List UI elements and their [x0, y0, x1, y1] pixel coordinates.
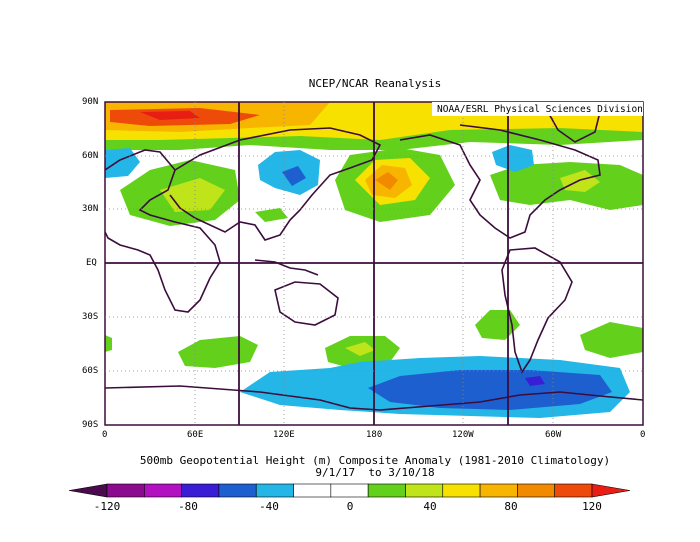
colorbar-swatch — [405, 483, 444, 498]
outline-north-america — [399, 124, 601, 239]
anomaly-positive-atlantic-inner — [560, 170, 600, 192]
colorbar-swatch — [293, 483, 332, 498]
colorbar-swatch — [554, 483, 593, 498]
colorbar-swatch — [144, 483, 182, 498]
colorbar — [68, 483, 631, 498]
colorbar-swatch — [255, 483, 294, 498]
anomaly-negative-southern-ocean-core — [368, 370, 612, 410]
anomaly-negative-canada — [492, 145, 534, 172]
colorbar-swatch — [442, 483, 481, 498]
anomaly-positive-south-west-edge — [105, 335, 112, 352]
outline-antarctica — [105, 385, 643, 411]
anomaly-positive-arctic-core — [140, 111, 200, 120]
anomaly-negative-southern-ocean-deep — [525, 376, 545, 386]
colorbar-label: -80 — [178, 500, 198, 513]
x-tick-0-left: 0 — [102, 430, 108, 440]
grid-dotted — [105, 102, 643, 425]
map-title: NCEP/NCAR Reanalysis — [308, 77, 442, 90]
colorbar-swatch — [517, 483, 555, 498]
anomaly-negative-siberia-core — [282, 166, 306, 186]
colorbar-swatch — [479, 483, 518, 498]
x-tick-60w: 60W — [545, 430, 562, 440]
anomaly-positive-eurasia-east — [255, 208, 288, 222]
colorbar-swatch — [106, 483, 145, 498]
y-tick-30s: 30S — [82, 312, 99, 322]
colorbar-swatch — [181, 483, 220, 498]
y-tick-90n: 90N — [82, 97, 99, 107]
caption-title: 500mb Geopotential Height (m) Composite … — [139, 454, 611, 467]
y-tick-eq: EQ — [86, 258, 97, 268]
x-tick-120e: 120E — [273, 430, 295, 440]
outline-indonesia — [254, 259, 319, 276]
anomaly-negative-greenland — [105, 148, 140, 178]
y-tick-60n: 60N — [82, 151, 99, 161]
colorbar-label: -120 — [93, 500, 121, 513]
y-tick-60s: 60S — [82, 366, 99, 376]
colorbar-swatch — [367, 483, 406, 498]
continent-outlines — [105, 105, 643, 411]
colorbar-swatch — [218, 483, 257, 498]
outline-asia — [169, 127, 382, 241]
caption-dates: 9/1/17 to 3/10/18 — [315, 466, 435, 479]
outline-europe-africa — [105, 149, 221, 313]
outline-australia — [274, 281, 339, 326]
colorbar-label: 80 — [504, 500, 518, 513]
y-tick-30n: 30N — [82, 204, 99, 214]
colorbar-arrow-left — [68, 483, 108, 498]
colorbar-label: 0 — [346, 500, 354, 513]
anomaly-positive-south-indian — [178, 336, 258, 368]
y-tick-90s: 90S — [82, 420, 99, 430]
colorbar-swatch — [330, 483, 369, 498]
credit-text: NOAA/ESRL Physical Sciences Division — [437, 104, 643, 115]
x-tick-120w: 120W — [452, 430, 474, 440]
x-tick-180: 180 — [366, 430, 383, 440]
anomaly-positive-south-pacific-inner — [345, 342, 375, 356]
colorbar-label: 40 — [423, 500, 437, 513]
colorbar-arrow-right — [591, 483, 631, 498]
x-tick-60e: 60E — [187, 430, 204, 440]
colorbar-label: -40 — [259, 500, 279, 513]
x-tick-0-right: 0 — [640, 430, 646, 440]
anomaly-positive-south-atlantic-east — [580, 322, 643, 358]
credit-box — [432, 102, 643, 116]
outline-south-america — [501, 247, 573, 374]
anomaly-positive-npacific-core — [375, 172, 398, 190]
colorbar-label: 120 — [582, 500, 602, 513]
